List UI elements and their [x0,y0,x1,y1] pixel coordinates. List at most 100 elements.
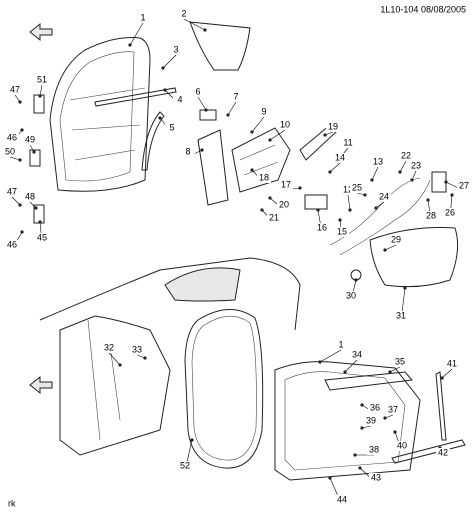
label-bg [130,345,144,355]
label-bg [267,213,281,223]
callout-number: 24 [379,191,389,201]
label-bg [350,183,364,193]
fastener [444,180,448,184]
label-bg [371,157,385,167]
fastener [18,100,22,104]
fastener [450,193,454,197]
fastener [440,376,444,380]
callout-number: 32 [104,342,114,352]
callout-number: 7 [233,91,238,101]
callout-number: 52 [180,460,190,470]
fastener [268,138,272,142]
label-bg [389,235,403,245]
label-bg [181,147,195,157]
fastener [118,363,122,367]
direction-arrow [29,22,53,42]
lock-module [231,127,291,193]
fastener [128,43,132,47]
callout-number: 51 [37,74,47,84]
callout-number: 5 [169,122,174,132]
door-frame [49,37,151,192]
label-bg [395,441,409,451]
door-opening-seal-inner [191,315,257,461]
label-bg [341,185,355,195]
label-bg [457,181,471,191]
leader-line [162,54,177,69]
door-frame-inner [59,51,135,182]
door-glass [189,21,251,71]
leader-line [441,368,453,379]
label-bg [177,9,191,19]
fastener [348,208,352,212]
label-bg [393,357,407,367]
door-opening-seal [184,309,264,469]
callout-number: 30 [346,290,356,300]
label-bg [5,187,19,197]
callout-number: 29 [391,234,401,244]
leader-line [197,96,207,111]
fastener [163,88,167,92]
fastener [20,230,24,234]
leader-line [251,116,265,133]
label-bg [445,359,459,369]
lock-module-detail [239,144,279,176]
callout-number: 46 [7,239,17,249]
fastener [250,168,254,172]
fastener [18,203,22,207]
callout-number: 22 [401,150,411,160]
label-bg [436,448,450,458]
label-bg [399,151,413,161]
label-bg [333,153,347,163]
quarter-window [164,267,241,302]
label-bg [5,133,19,143]
callout-number: 1 [140,12,145,22]
label-bg [35,233,49,243]
callout-number: 50 [5,146,15,156]
fastener [158,116,162,120]
leader-line [129,22,144,46]
fastener [250,130,254,134]
callout-number: 21 [269,212,279,222]
fastener [200,148,204,152]
fastener [388,370,392,374]
label-bg [3,147,17,157]
fastener [360,403,364,407]
label-bg [136,13,150,23]
window-regulator [197,129,229,206]
callout-number: 9 [261,106,266,116]
footer-initials: rk [8,498,16,508]
callout-number: 23 [411,160,421,170]
label-bg [229,92,243,102]
callout-number: 15 [337,226,347,236]
callout-number: 26 [445,207,455,217]
label-bg [23,192,37,202]
label-bg [277,200,291,210]
label-bg [8,85,22,95]
leader-line [11,196,21,206]
label-bg [368,403,382,413]
label-bg [315,223,329,233]
fastener [358,466,362,470]
leader-line [329,162,341,173]
callout-number: 20 [279,199,289,209]
callout-number: 17 [281,179,291,189]
edge-seal [435,371,447,441]
fastener [38,94,42,98]
fastener [38,220,42,224]
callout-number: 35 [395,356,405,366]
fastener [383,416,387,420]
callout-number: 39 [366,415,376,425]
fastener [403,286,407,290]
leader-line [108,352,121,366]
door-assembly-inner [284,371,406,471]
callout-number: 34 [352,349,362,359]
label-bg [394,311,408,321]
callout-number: 37 [388,404,398,414]
fastener [363,193,367,197]
leader-line [319,349,342,363]
callout-number: 41 [447,358,457,368]
check-link [29,149,41,167]
fastener [393,430,397,434]
label-bg [257,173,271,183]
label-bg [344,291,358,301]
